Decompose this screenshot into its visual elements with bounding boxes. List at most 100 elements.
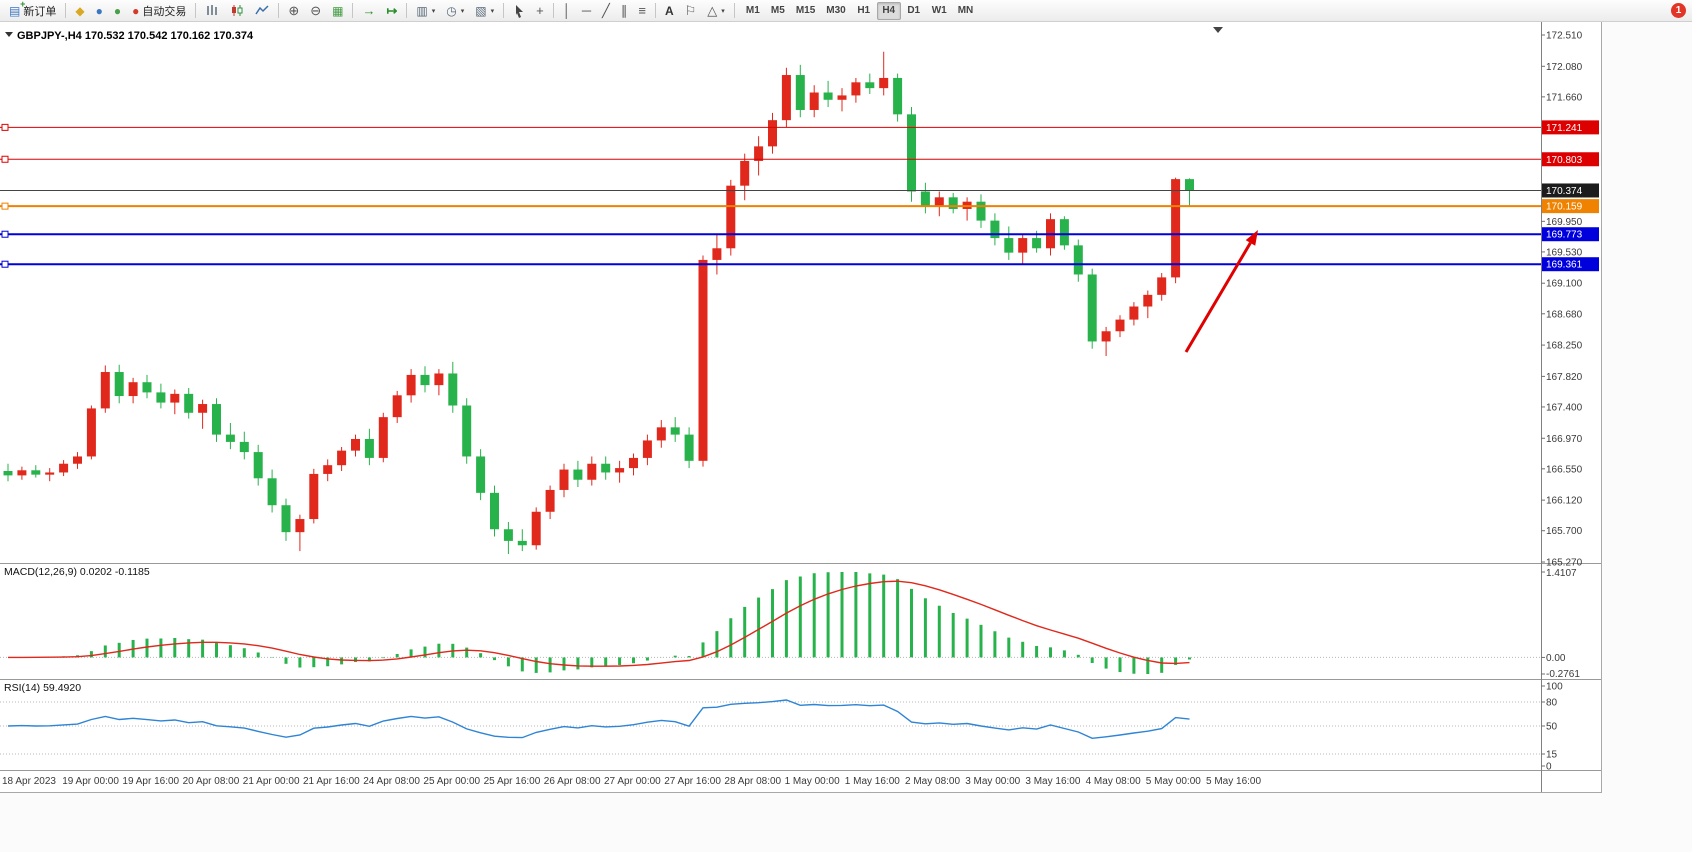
price-tag-label: 171.241 (1546, 123, 1583, 134)
chevron-down-icon: ▾ (460, 7, 465, 15)
time-label: 25 Apr 16:00 (484, 776, 541, 787)
tile-windows-button[interactable]: ▦ (327, 1, 348, 20)
cursor-button[interactable] (508, 1, 530, 20)
candle-body (1143, 294, 1153, 307)
auto-trading-button[interactable]: ● 自动交易 (127, 1, 191, 20)
candle-body (281, 505, 291, 533)
new-chart-button[interactable]: ▥ ▾ (411, 1, 440, 20)
toolbar-separator (406, 3, 408, 18)
candle-body (59, 463, 69, 473)
current-price-label: 170.374 (1546, 186, 1583, 197)
macd-axis-label: -0.2761 (1546, 669, 1580, 680)
line-handle[interactable] (1, 155, 9, 163)
candle-body (879, 77, 889, 89)
rsi-axis-label: 50 (1546, 722, 1558, 733)
line-handle[interactable] (1, 230, 9, 238)
navigator-button[interactable]: ● (109, 1, 126, 20)
line-handle[interactable] (1, 260, 9, 268)
candle-body (1087, 274, 1097, 342)
candle-body (1129, 306, 1139, 320)
candle-body (587, 463, 597, 480)
price-tick-label: 165.700 (1546, 526, 1583, 537)
vertical-line-button[interactable]: │ (558, 1, 576, 20)
price-tag (1542, 152, 1599, 167)
rsi-axis-label: 15 (1546, 750, 1558, 761)
timeframe-m5[interactable]: M5 (766, 2, 790, 20)
templates-button[interactable]: ▧ ▾ (470, 1, 499, 20)
toolbar-separator (352, 3, 354, 18)
bar-chart-icon (207, 5, 218, 15)
zoom-out-icon: ⊖ (310, 3, 322, 18)
candle-body (503, 529, 513, 541)
candle-body (198, 404, 208, 413)
macd-signal-line (8, 580, 1190, 667)
label-button[interactable]: ⚐ (680, 1, 702, 20)
charts-button[interactable]: ● (91, 1, 108, 20)
line-chart-button[interactable] (250, 1, 274, 20)
timeframe-h1[interactable]: H1 (852, 2, 876, 20)
timeframe-m30[interactable]: M30 (821, 2, 850, 20)
price-tick-label: 169.100 (1546, 279, 1583, 290)
time-label: 3 May 00:00 (965, 776, 1020, 787)
line-handle[interactable] (1, 123, 9, 131)
candle-body (128, 382, 138, 397)
timeframe-w1[interactable]: W1 (927, 2, 952, 20)
chart-shift-button[interactable]: ↦ (381, 1, 402, 20)
price-tick-label: 165.270 (1546, 557, 1583, 568)
template-icon: ▧ (475, 3, 487, 18)
time-label: 26 Apr 08:00 (544, 776, 601, 787)
candle-body (531, 511, 541, 546)
rsi-line (7, 699, 1190, 740)
trend-arrow-head[interactable] (1245, 230, 1258, 246)
candle-body (337, 450, 347, 466)
timeframe-mn[interactable]: MN (953, 2, 979, 20)
timeframe-h4[interactable]: H4 (876, 1, 901, 20)
price-axis[interactable] (1541, 22, 1601, 792)
bar-chart-button[interactable] (200, 1, 224, 20)
new-order-icon: ▤ + (9, 0, 26, 18)
time-label: 21 Apr 16:00 (303, 776, 360, 787)
candle-body (781, 75, 791, 121)
timeframe-m15[interactable]: M15 (791, 2, 820, 20)
candle-body (323, 465, 333, 474)
clock-icon: ◷ (446, 3, 457, 18)
timeframe-m1[interactable]: M1 (741, 2, 765, 20)
time-label: 18 Apr 2023 (2, 776, 56, 787)
auto-scroll-button[interactable]: → (357, 1, 380, 20)
horizontal-line-button[interactable]: ─ (577, 1, 596, 20)
line-handle[interactable] (1, 202, 9, 210)
trend-arrow-annotation[interactable] (1184, 242, 1252, 353)
candle-body (212, 404, 221, 435)
time-axis[interactable] (0, 771, 1541, 792)
price-tick-label: 169.530 (1546, 247, 1583, 258)
chevron-down-icon: ▾ (721, 7, 725, 15)
oneclick-dropdown-icon[interactable] (5, 32, 13, 37)
candle-body (73, 456, 82, 464)
channel-button[interactable]: ∥ (616, 1, 633, 20)
trendline-button[interactable]: ╱ (597, 1, 615, 20)
price-tick-label: 166.550 (1546, 464, 1583, 475)
shapes-button[interactable]: △ ▾ (702, 1, 730, 20)
rsi-axis-label: 80 (1546, 698, 1558, 709)
price-tick-label: 168.250 (1546, 341, 1583, 352)
time-label: 19 Apr 16:00 (122, 776, 179, 787)
candle-body (907, 114, 916, 192)
vertical-line-icon: │ (562, 3, 571, 18)
text-button[interactable]: A (660, 1, 679, 20)
price-tick-label: 171.660 (1546, 92, 1583, 103)
new-order-button[interactable]: ▤ + 新订单 (4, 0, 61, 20)
candle-body (100, 372, 110, 409)
candle-body (3, 471, 13, 476)
zoom-in-button[interactable]: ⊕ (283, 1, 304, 20)
candle-body (239, 441, 249, 453)
candle-body (517, 540, 527, 546)
profiles-button[interactable]: ◷ ▾ (441, 1, 469, 20)
candlestick-chart-button[interactable] (225, 1, 249, 20)
market-depth-button[interactable]: ◆ (70, 1, 89, 20)
zoom-out-button[interactable]: ⊖ (305, 1, 326, 20)
candle-body (768, 120, 777, 147)
fibonacci-button[interactable]: ≡ (633, 1, 651, 20)
crosshair-button[interactable]: + (531, 1, 549, 20)
timeframe-d1[interactable]: D1 (902, 2, 926, 20)
notification-badge[interactable]: 1 (1671, 3, 1686, 18)
